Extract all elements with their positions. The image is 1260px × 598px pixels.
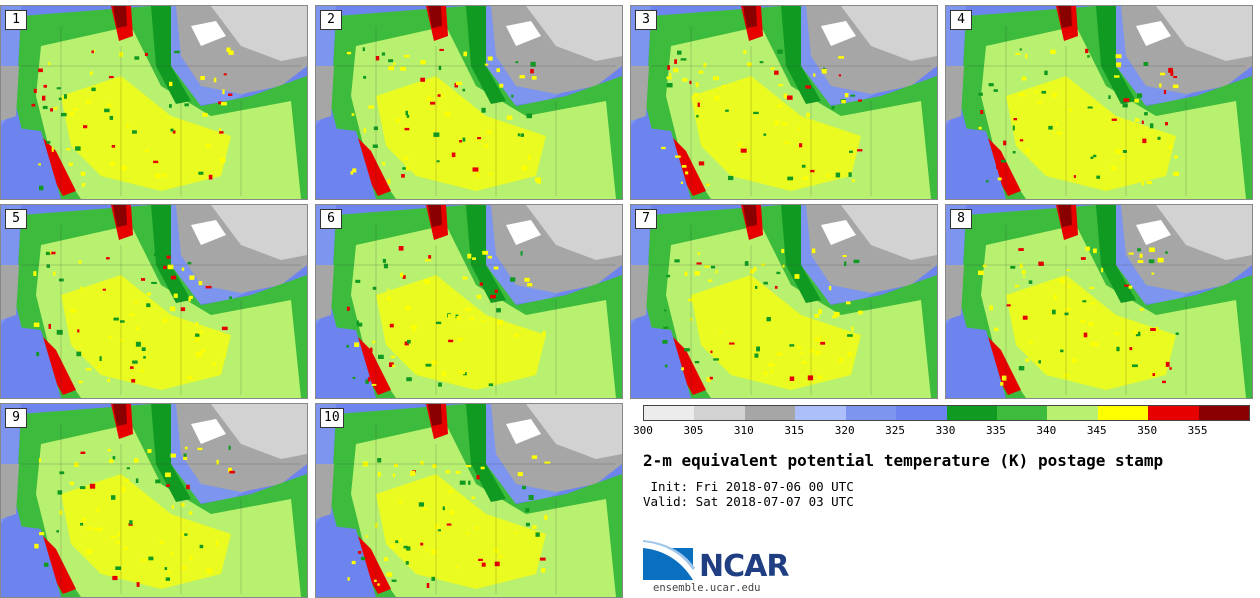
legend-swatch	[795, 406, 846, 420]
legend-swatch	[896, 406, 947, 420]
panel-label: 5	[5, 209, 27, 229]
legend-swatch	[644, 406, 695, 420]
legend-tick-labels: 300 305 310 315 320 325 330 335 340 345 350 355	[633, 424, 1248, 440]
legend-tick: 310	[733, 424, 754, 437]
map-panel-8: 8	[945, 204, 1253, 399]
legend-swatch	[744, 406, 796, 420]
map-panel-9: 9	[0, 403, 308, 598]
legend-swatch	[946, 406, 997, 420]
panel-label: 3	[635, 10, 657, 30]
panel-label: 7	[635, 209, 657, 229]
legend-swatch	[845, 406, 897, 420]
map-panel-10: 10	[315, 403, 623, 598]
legend-swatch	[694, 406, 745, 420]
ncar-logo-icon	[643, 540, 695, 580]
legend-swatch	[1148, 406, 1199, 420]
map-panel-6: 6	[315, 204, 623, 399]
legend-tick: 330	[935, 424, 956, 437]
legend-swatch	[1198, 406, 1250, 420]
map-panel-4: 4	[945, 5, 1253, 200]
map-panel-7: 7	[630, 204, 938, 399]
panel-label: 1	[5, 10, 27, 30]
map-panel-2: 2	[315, 5, 623, 200]
panel-label: 4	[950, 10, 972, 30]
website-url[interactable]: ensemble.ucar.edu	[653, 582, 761, 594]
legend-swatch	[996, 406, 1048, 420]
map-panel-1: 1	[0, 5, 308, 200]
legend-tick: 315	[784, 424, 805, 437]
panel-label: 10	[320, 408, 344, 428]
init-time: Init: Fri 2018-07-06 00 UTC	[643, 479, 854, 494]
map-panel-5: 5	[0, 204, 308, 399]
figure-title: 2-m equivalent potential temperature (K)…	[643, 451, 1164, 470]
legend-tick: 325	[885, 424, 906, 437]
legend-tick: 355	[1187, 424, 1208, 437]
ncar-logo-text: NCAR	[699, 549, 789, 584]
panel-label: 9	[5, 408, 27, 428]
legend-swatch	[1097, 406, 1149, 420]
legend-tick: 335	[985, 424, 1006, 437]
panel-label: 2	[320, 10, 342, 30]
legend-tick: 305	[683, 424, 704, 437]
panel-label: 6	[320, 209, 342, 229]
legend-swatch	[1047, 406, 1098, 420]
color-scale-legend	[643, 405, 1250, 421]
legend-tick: 345	[1086, 424, 1107, 437]
legend-tick: 320	[834, 424, 855, 437]
valid-time: Valid: Sat 2018-07-07 03 UTC	[643, 494, 854, 509]
map-panel-3: 3	[630, 5, 938, 200]
legend-tick: 340	[1036, 424, 1057, 437]
legend-tick: 350	[1137, 424, 1158, 437]
legend-tick: 300	[633, 424, 653, 437]
panel-label: 8	[950, 209, 972, 229]
